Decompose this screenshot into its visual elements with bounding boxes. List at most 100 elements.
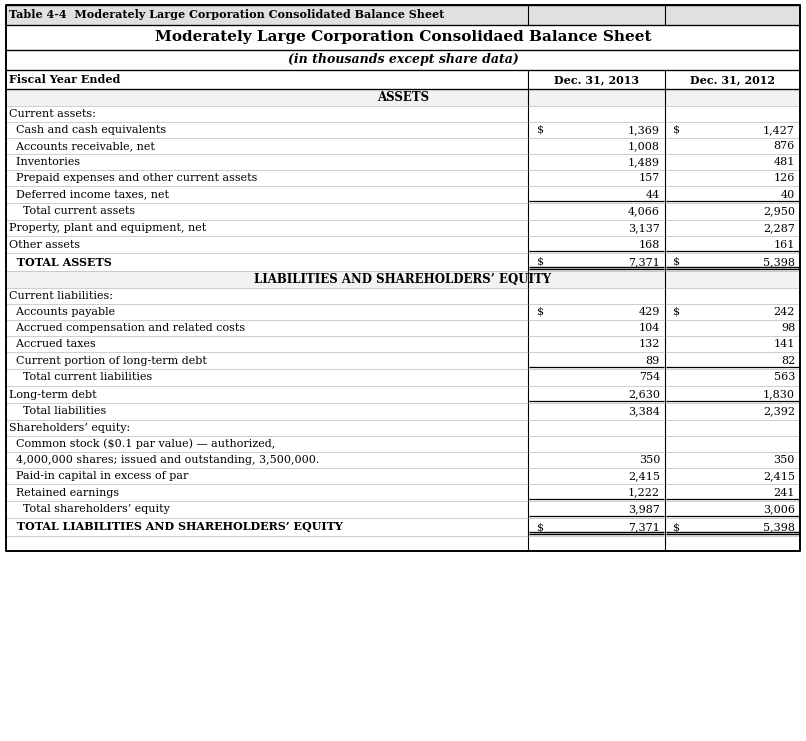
Text: 104: 104 bbox=[638, 323, 660, 333]
Text: 1,427: 1,427 bbox=[763, 125, 795, 135]
Text: Prepaid expenses and other current assets: Prepaid expenses and other current asset… bbox=[9, 173, 257, 183]
Bar bbox=[6, 501, 800, 518]
Text: 132: 132 bbox=[638, 339, 660, 349]
Bar bbox=[6, 452, 800, 468]
Text: 242: 242 bbox=[774, 307, 795, 317]
Text: Cash and cash equivalents: Cash and cash equivalents bbox=[9, 125, 166, 135]
Text: $: $ bbox=[537, 257, 544, 267]
Text: 350: 350 bbox=[774, 455, 795, 465]
Text: 168: 168 bbox=[638, 239, 660, 250]
Text: 44: 44 bbox=[646, 190, 660, 199]
Text: 2,415: 2,415 bbox=[628, 471, 660, 481]
Text: Property, plant and equipment, net: Property, plant and equipment, net bbox=[9, 223, 206, 233]
Text: Other assets: Other assets bbox=[9, 239, 80, 250]
Bar bbox=[6, 89, 800, 106]
Text: 3,384: 3,384 bbox=[628, 407, 660, 416]
Text: Current assets:: Current assets: bbox=[9, 109, 96, 119]
Text: $: $ bbox=[537, 125, 544, 135]
Text: Moderately Large Corporation Consolidaed Balance Sheet: Moderately Large Corporation Consolidaed… bbox=[155, 30, 651, 44]
Bar bbox=[6, 518, 800, 536]
Text: Deferred income taxes, net: Deferred income taxes, net bbox=[9, 190, 169, 199]
Bar bbox=[6, 138, 800, 154]
Text: Dec. 31, 2013: Dec. 31, 2013 bbox=[554, 74, 639, 85]
Text: 481: 481 bbox=[774, 157, 795, 167]
Text: Fiscal Year Ended: Fiscal Year Ended bbox=[9, 74, 120, 85]
Bar bbox=[6, 220, 800, 236]
Text: 40: 40 bbox=[781, 190, 795, 199]
Text: 2,630: 2,630 bbox=[628, 390, 660, 399]
Text: 2,950: 2,950 bbox=[763, 207, 795, 216]
Text: Total current liabilities: Total current liabilities bbox=[9, 373, 152, 382]
Text: 82: 82 bbox=[781, 356, 795, 365]
Text: 754: 754 bbox=[638, 373, 660, 382]
Text: Accounts receivable, net: Accounts receivable, net bbox=[9, 141, 155, 151]
Bar bbox=[6, 288, 800, 304]
Text: 1,008: 1,008 bbox=[628, 141, 660, 151]
Bar bbox=[6, 154, 800, 170]
Text: Accrued compensation and related costs: Accrued compensation and related costs bbox=[9, 323, 245, 333]
Bar bbox=[6, 170, 800, 186]
Text: 2,392: 2,392 bbox=[763, 407, 795, 416]
Text: $: $ bbox=[673, 522, 680, 532]
Text: 3,006: 3,006 bbox=[763, 505, 795, 514]
Bar bbox=[6, 484, 800, 501]
Text: Long-term debt: Long-term debt bbox=[9, 390, 97, 399]
Bar bbox=[6, 468, 800, 484]
Text: 241: 241 bbox=[774, 488, 795, 497]
Text: $: $ bbox=[673, 307, 680, 317]
Text: 89: 89 bbox=[646, 356, 660, 365]
Bar bbox=[6, 386, 800, 403]
Text: Total shareholders’ equity: Total shareholders’ equity bbox=[9, 505, 170, 514]
Text: Accounts payable: Accounts payable bbox=[9, 307, 115, 317]
Bar bbox=[6, 70, 800, 89]
Text: Total liabilities: Total liabilities bbox=[9, 407, 106, 416]
Text: 1,222: 1,222 bbox=[628, 488, 660, 497]
Text: Retained earnings: Retained earnings bbox=[9, 488, 119, 497]
Bar bbox=[6, 369, 800, 386]
Bar bbox=[6, 336, 800, 352]
Text: 3,137: 3,137 bbox=[628, 223, 660, 233]
Bar bbox=[6, 253, 800, 271]
Bar bbox=[6, 304, 800, 320]
Bar bbox=[6, 5, 800, 551]
Bar bbox=[6, 536, 800, 551]
Text: 4,066: 4,066 bbox=[628, 207, 660, 216]
Text: $: $ bbox=[673, 125, 680, 135]
Text: $: $ bbox=[537, 522, 544, 532]
Text: 2,287: 2,287 bbox=[763, 223, 795, 233]
Text: Common stock ($0.1 par value) — authorized,: Common stock ($0.1 par value) — authoriz… bbox=[9, 439, 276, 449]
Text: 1,369: 1,369 bbox=[628, 125, 660, 135]
Text: 2,415: 2,415 bbox=[763, 471, 795, 481]
Bar bbox=[6, 352, 800, 369]
Text: 141: 141 bbox=[774, 339, 795, 349]
Text: 563: 563 bbox=[774, 373, 795, 382]
Text: (in thousands except share data): (in thousands except share data) bbox=[288, 53, 518, 67]
Text: LIABILITIES AND SHAREHOLDERS’ EQUITY: LIABILITIES AND SHAREHOLDERS’ EQUITY bbox=[255, 273, 551, 286]
Text: Accrued taxes: Accrued taxes bbox=[9, 339, 96, 349]
Text: Current liabilities:: Current liabilities: bbox=[9, 291, 113, 301]
Bar bbox=[6, 403, 800, 420]
Text: Table 4-4  Moderately Large Corporation Consolidated Balance Sheet: Table 4-4 Moderately Large Corporation C… bbox=[9, 10, 444, 21]
Text: 1,489: 1,489 bbox=[628, 157, 660, 167]
Text: Paid-in capital in excess of par: Paid-in capital in excess of par bbox=[9, 471, 189, 481]
Text: 161: 161 bbox=[774, 239, 795, 250]
Text: $: $ bbox=[537, 307, 544, 317]
Text: Total current assets: Total current assets bbox=[9, 207, 135, 216]
Bar bbox=[6, 203, 800, 220]
Text: 126: 126 bbox=[774, 173, 795, 183]
Bar bbox=[6, 236, 800, 253]
Text: 429: 429 bbox=[638, 307, 660, 317]
Bar bbox=[6, 5, 800, 25]
Bar bbox=[6, 420, 800, 436]
Text: 7,371: 7,371 bbox=[628, 522, 660, 532]
Text: Dec. 31, 2012: Dec. 31, 2012 bbox=[690, 74, 775, 85]
Bar bbox=[6, 186, 800, 203]
Text: 1,830: 1,830 bbox=[763, 390, 795, 399]
Text: 5,398: 5,398 bbox=[763, 257, 795, 267]
Text: Inventories: Inventories bbox=[9, 157, 80, 167]
Text: 4,000,000 shares; issued and outstanding, 3,500,000.: 4,000,000 shares; issued and outstanding… bbox=[9, 455, 319, 465]
Text: 98: 98 bbox=[781, 323, 795, 333]
Text: $: $ bbox=[673, 257, 680, 267]
Text: 157: 157 bbox=[638, 173, 660, 183]
Bar bbox=[6, 436, 800, 452]
